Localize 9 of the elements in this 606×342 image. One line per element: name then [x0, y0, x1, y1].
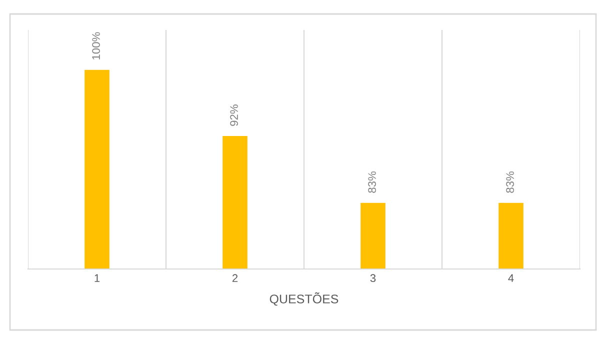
data-label: 83% — [506, 171, 514, 193]
x-axis-title: QUESTÕES — [270, 292, 338, 306]
data-label: 83% — [368, 171, 376, 193]
data-label: 92% — [230, 104, 238, 126]
x-tick-label: 1 — [94, 274, 100, 282]
x-tick-label: 3 — [370, 274, 376, 282]
x-tick-label: 2 — [232, 274, 238, 282]
data-label: 100% — [92, 32, 100, 60]
x-tick-label: 4 — [508, 274, 514, 282]
